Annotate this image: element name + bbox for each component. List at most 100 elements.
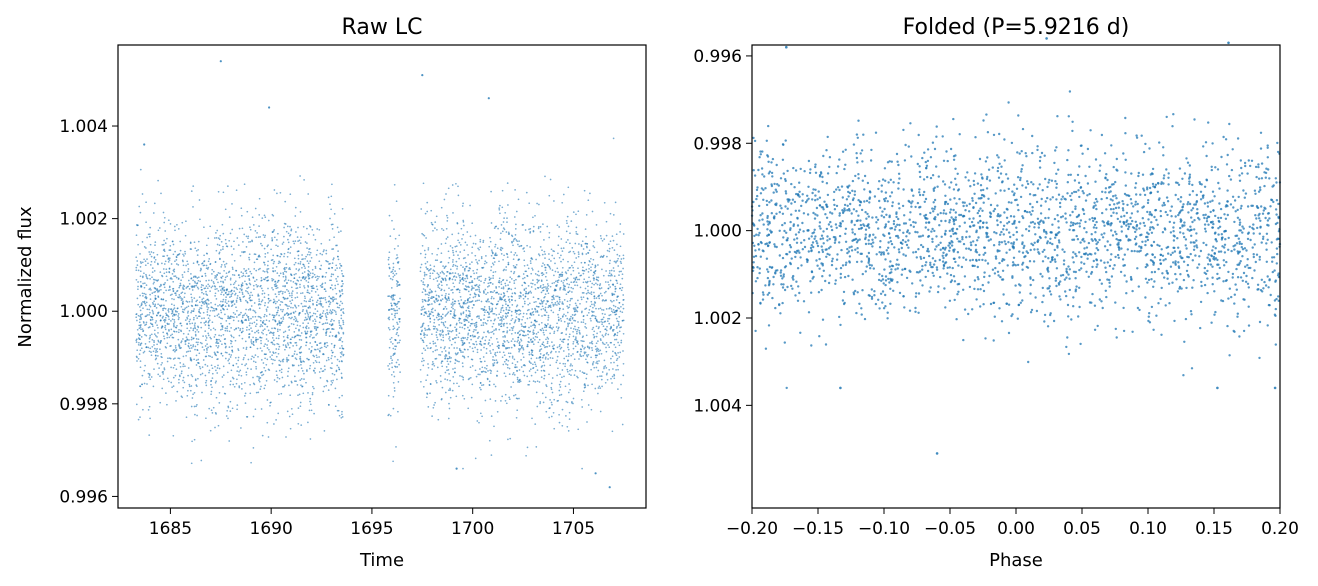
data-point — [267, 267, 270, 270]
data-point — [294, 261, 297, 264]
data-point — [197, 279, 200, 282]
data-point — [482, 336, 484, 339]
data-point — [249, 270, 252, 273]
data-point — [488, 245, 491, 248]
data-point — [614, 332, 616, 335]
data-point — [534, 288, 537, 290]
data-point — [306, 242, 308, 244]
data-point — [266, 344, 268, 346]
data-point — [205, 279, 208, 282]
data-point — [608, 314, 611, 317]
data-point — [268, 348, 270, 351]
data-point — [515, 278, 517, 281]
data-point — [537, 341, 540, 344]
data-point — [220, 280, 222, 283]
data-point — [509, 352, 512, 355]
data-point — [536, 336, 539, 339]
data-point — [221, 343, 223, 346]
data-point — [218, 316, 221, 318]
data-point — [451, 389, 454, 392]
data-point — [612, 308, 615, 311]
data-point — [469, 366, 472, 369]
data-point — [468, 296, 471, 299]
data-point — [145, 297, 148, 300]
data-point — [558, 256, 561, 259]
data-point — [397, 334, 400, 337]
data-point — [196, 286, 199, 289]
data-point — [323, 345, 326, 348]
data-point — [229, 283, 232, 286]
data-point — [504, 315, 507, 318]
data-point — [261, 321, 264, 323]
data-point — [188, 300, 191, 303]
data-point — [282, 275, 285, 278]
data-point — [537, 297, 540, 300]
data-point — [293, 257, 296, 260]
data-point — [252, 276, 255, 279]
data-point — [276, 272, 279, 274]
data-point — [616, 295, 619, 298]
data-point — [554, 270, 557, 273]
data-point — [446, 284, 448, 286]
data-point — [547, 319, 549, 321]
data-point — [615, 338, 618, 341]
data-point — [202, 293, 205, 295]
data-point — [215, 380, 217, 383]
data-point — [293, 331, 296, 333]
data-point — [430, 221, 433, 224]
data-point — [492, 333, 495, 335]
data-point — [520, 345, 523, 348]
data-point — [601, 308, 603, 311]
data-point — [471, 306, 474, 309]
data-point — [612, 304, 615, 307]
data-point — [566, 425, 569, 428]
data-point — [441, 350, 443, 353]
data-point — [180, 299, 183, 301]
data-point — [187, 367, 190, 369]
data-point — [494, 243, 497, 246]
data-point — [524, 322, 527, 324]
data-point — [434, 325, 436, 328]
data-point — [477, 276, 479, 278]
data-point — [207, 303, 210, 305]
data-point — [267, 244, 269, 246]
data-point — [474, 243, 477, 245]
data-point — [135, 234, 138, 237]
data-point — [184, 343, 187, 345]
data-point — [562, 247, 565, 249]
data-point — [444, 346, 446, 348]
data-point — [528, 380, 531, 383]
data-point — [289, 268, 292, 271]
data-point — [514, 340, 516, 343]
data-point — [163, 337, 166, 340]
data-point — [392, 268, 394, 271]
data-point — [498, 344, 500, 347]
data-point — [189, 322, 191, 325]
data-point — [547, 358, 549, 360]
data-point — [162, 283, 165, 286]
data-point — [236, 237, 239, 239]
data-point — [271, 231, 274, 233]
data-point — [394, 348, 397, 351]
data-point — [149, 319, 152, 322]
data-point — [393, 390, 396, 392]
data-point — [319, 377, 322, 379]
data-point — [332, 351, 334, 354]
data-point — [532, 216, 534, 219]
data-point — [460, 339, 463, 342]
data-point — [289, 427, 292, 430]
data-point — [567, 260, 569, 263]
data-point — [284, 278, 287, 281]
data-point — [257, 391, 260, 394]
data-point — [474, 289, 477, 291]
data-point — [211, 321, 214, 324]
data-point — [222, 248, 224, 250]
data-point — [188, 383, 191, 386]
data-point — [192, 318, 195, 321]
data-point — [541, 365, 544, 367]
data-point — [448, 287, 450, 290]
data-point — [421, 352, 424, 355]
data-point — [550, 388, 553, 391]
data-point — [217, 364, 219, 367]
data-point — [151, 316, 154, 319]
